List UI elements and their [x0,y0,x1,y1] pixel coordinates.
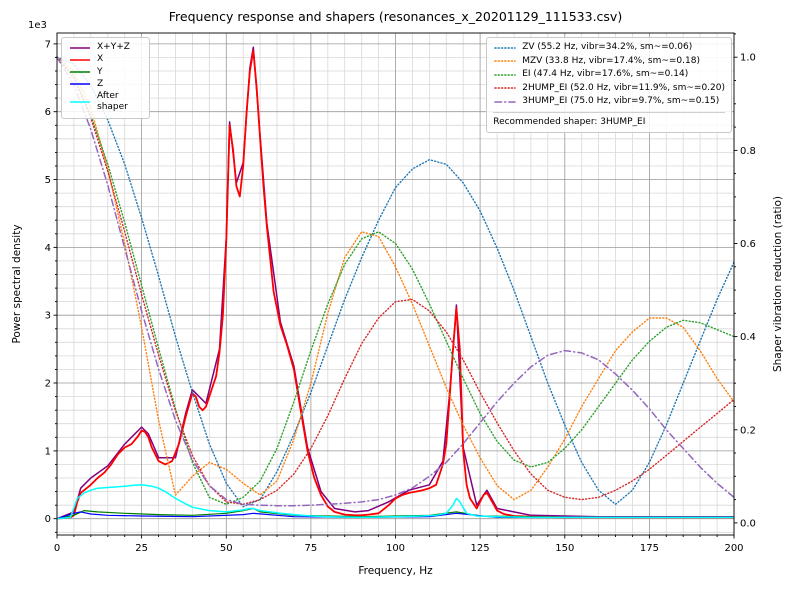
tick-labels: 0 25 50 75 100 125 150 175 200 0 1 2 3 4 5 6 7 0.0 0.2 0.4 0… [45,39,756,554]
y-tick-label-left: 4 [45,243,51,254]
legend-item: ZV (55.2 Hz, vibr=34.2%, sm~=0.06) [493,41,725,55]
y-tick-label-left: 0 [45,514,51,525]
legend-item-label: 3HUMP_EI (75.0 Hz, vibr=9.7%, sm~=0.15) [522,96,720,106]
x-tick-label: 25 [135,543,148,554]
legend-item: X+Y+Z [68,42,143,53]
legend-item: Z [68,79,143,90]
legend-item-label: EI (47.4 Hz, vibr=17.6%, sm~=0.14) [522,69,689,79]
x-tick-label: 125 [471,543,490,554]
series-shaper-zv [56,56,735,508]
legend-line-sample [70,83,90,86]
x-tick-label: 75 [305,543,318,554]
series-shaper-mzv [56,56,735,501]
y-tick-label-left: 2 [45,379,51,390]
recommended-shaper-note: Recommended shaper: 3HUMP_EI [493,111,725,130]
legend-item: Y [68,67,143,78]
y-tick-label-right: 0.2 [740,425,756,436]
legend-shapers: ZV (55.2 Hz, vibr=34.2%, sm~=0.06) MZV (3… [486,37,732,133]
x-tick-label: 150 [555,543,574,554]
x-tick-label: 0 [54,543,60,554]
x-axis-label: Frequency, Hz [358,565,433,577]
legend-item-label: Z [97,78,104,89]
series-shaper-ei [56,56,735,505]
plot-series [56,46,735,520]
legend-item: After shaper [68,91,143,114]
y-axis-label-left: Power spectral density [11,224,23,344]
legend-item-label: X+Y+Z [97,42,130,52]
legend-item: 2HUMP_EI (52.0 Hz, vibr=11.9%, sm~=0.20) [493,82,725,96]
y-axis-label-right: Shaper vibration reduction (ratio) [772,195,784,373]
legend-line-sample [494,60,517,63]
series-psd-after-shaper [56,484,734,520]
grid-minor [57,33,734,535]
y-tick-label-left: 5 [45,175,51,186]
legend-item: 3HUMP_EI (75.0 Hz, vibr=9.7%, sm~=0.15) [493,95,725,109]
y-tick-label-right: 1.0 [740,53,756,64]
series-shaper-2hump-ei [56,56,735,505]
legend-line-sample [494,100,517,103]
legend-line-sample [70,46,90,49]
y-tick-label-right: 0.8 [740,146,756,157]
legend-line-sample [70,71,90,73]
y-tick-label-right: 0.4 [740,332,756,343]
legend-item: MZV (33.8 Hz, vibr=17.4%, sm~=0.18) [493,55,725,69]
y-axis-offset-label: 1e3 [28,20,47,31]
legend-item-label: Y [97,66,103,77]
legend-line-sample [70,59,90,61]
legend-line-sample [70,101,90,104]
legend-item-label: ZV (55.2 Hz, vibr=34.2%, sm~=0.06) [522,42,693,52]
legend-shapers-body: ZV (55.2 Hz, vibr=34.2%, sm~=0.06) MZV (3… [493,41,725,109]
legend-item: X [68,54,143,65]
legend-item-label: After shaper [97,91,128,113]
legend-item: EI (47.4 Hz, vibr=17.6%, sm~=0.14) [493,68,725,82]
legend-item-label: MZV (33.8 Hz, vibr=17.4%, sm~=0.18) [522,55,700,66]
x-tick-label: 100 [386,543,405,554]
legend-psd: X+Y+Z X Y Z After shaper [61,37,150,119]
y-tick-label-right: 0.6 [740,239,756,250]
legend-line-sample [494,46,517,49]
y-tick-label-left: 3 [45,311,51,322]
legend-line-sample [494,87,517,90]
y-tick-label-left: 1 [45,446,51,457]
axis-ticks [53,33,738,539]
y-tick-label-left: 6 [45,107,51,118]
x-tick-label: 200 [724,543,743,554]
legend-item-label: 2HUMP_EI (52.0 Hz, vibr=11.9%, sm~=0.20) [522,82,725,93]
series-shaper-3hump-ei [56,56,735,507]
series-psd-x [56,49,734,520]
y-tick-label-left: 7 [45,39,51,50]
chart-title: Frequency response and shapers (resonanc… [168,9,623,24]
x-tick-label: 50 [220,543,233,554]
legend-item-label: X [97,54,104,65]
x-tick-label: 175 [640,543,659,554]
y-tick-label-right: 0.0 [740,518,756,529]
legend-line-sample [494,73,517,76]
